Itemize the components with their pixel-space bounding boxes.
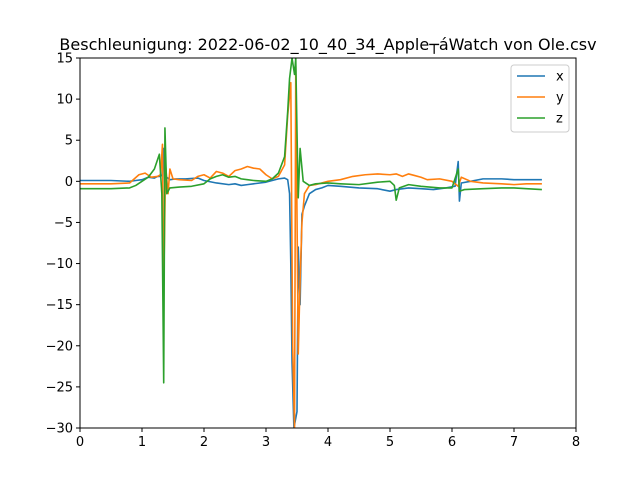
y-tick-label: 0: [65, 175, 73, 190]
y-tick-label: 10: [56, 93, 73, 108]
legend-label-y: y: [556, 91, 564, 106]
y-tick-label: 5: [65, 134, 73, 149]
x-tick-label: 2: [200, 435, 208, 450]
y-tick-label: −20: [46, 339, 73, 354]
y-tick-label: −10: [46, 257, 73, 272]
series-group: [80, 58, 542, 428]
legend-label-x: x: [556, 70, 564, 85]
legend-label-z: z: [556, 112, 563, 127]
series-line-z: [80, 58, 542, 384]
plot-frame: [79, 57, 577, 429]
axis-ticks: 0 1 2 3 4 5 6 7 8 15 10 5 0 −5 −10 −15 −20 −25 −30: [46, 52, 581, 451]
x-tick-label: 6: [448, 435, 456, 450]
x-tick-label: 7: [510, 435, 518, 450]
x-tick-label: 0: [76, 435, 84, 450]
legend-box: [510, 64, 570, 133]
x-tick-label: 1: [138, 435, 146, 450]
x-tick-label: 8: [572, 435, 580, 450]
y-tick-label: −30: [46, 422, 73, 437]
x-tick-label: 5: [386, 435, 394, 450]
y-tick-label: −15: [46, 298, 73, 313]
y-tick-label: 15: [56, 52, 73, 67]
y-tick-label: −5: [54, 216, 73, 231]
y-tick-label: −25: [46, 380, 73, 395]
legend: xyz: [510, 64, 570, 133]
chart-title: Beschleunigung: 2022-06-02_10_40_34_Appl…: [59, 35, 596, 55]
x-tick-label: 3: [262, 435, 270, 450]
x-tick-label: 4: [324, 435, 332, 450]
